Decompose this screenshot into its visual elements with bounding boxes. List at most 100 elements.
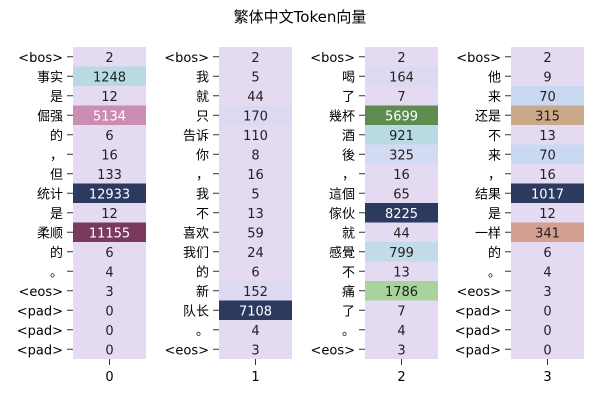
heatmap-cell — [73, 300, 146, 320]
heatmap-cell — [365, 66, 438, 86]
x-tick-label: 3 — [543, 370, 551, 385]
cell-value-label: 8 — [251, 148, 259, 163]
heatmap-cell — [365, 164, 438, 184]
cell-value-label: 4 — [105, 265, 113, 280]
cell-value-label: 7108 — [239, 304, 272, 319]
token-label: ， — [196, 168, 209, 183]
token-label: 但 — [50, 168, 63, 183]
cell-value-label: 70 — [539, 90, 556, 105]
token-label: 。 — [196, 324, 209, 339]
token-label: <bos> — [164, 51, 209, 66]
heatmap-cell — [219, 183, 292, 203]
cell-value-label: 315 — [535, 109, 560, 124]
token-label: 就 — [196, 90, 209, 105]
cell-value-label: 12 — [539, 207, 556, 222]
cell-value-label: 0 — [543, 324, 551, 339]
token-label: 我们 — [183, 246, 209, 261]
heatmap-cell — [219, 242, 292, 262]
heatmap-cell — [365, 105, 438, 125]
token-label: 幾杯 — [329, 109, 355, 124]
cell-value-label: 13 — [539, 129, 556, 144]
cell-value-label: 9 — [543, 70, 551, 85]
heatmap-cell — [511, 203, 584, 223]
token-label: 统计 — [37, 187, 63, 202]
heatmap-cell — [511, 320, 584, 340]
heatmap-cell — [219, 86, 292, 106]
cell-value-label: 16 — [393, 168, 410, 183]
heatmap-cell — [73, 222, 146, 242]
token-label: 不 — [196, 207, 209, 222]
token-label: 只 — [196, 109, 209, 124]
token-label: 一样 — [475, 226, 501, 241]
cell-value-label: 164 — [389, 70, 414, 85]
cell-value-label: 12 — [101, 207, 118, 222]
cell-value-label: 7 — [397, 304, 405, 319]
cell-value-label: 799 — [389, 246, 414, 261]
heatmap-cell — [511, 261, 584, 281]
cell-value-label: 6 — [251, 265, 259, 280]
token-label: <bos> — [456, 51, 501, 66]
token-label: 是 — [488, 207, 501, 222]
heatmap-cell — [365, 222, 438, 242]
token-label: ， — [50, 148, 63, 163]
cell-value-label: 0 — [105, 324, 113, 339]
token-label: 是 — [50, 207, 63, 222]
x-tick-label: 0 — [105, 370, 113, 385]
cell-value-label: 5134 — [93, 109, 126, 124]
cell-value-label: 921 — [389, 129, 414, 144]
token-label: 你 — [196, 148, 209, 163]
heatmap-cell — [511, 86, 584, 106]
heatmap-cell — [73, 339, 146, 359]
token-label: 新 — [196, 284, 209, 300]
token-label: 告诉 — [183, 129, 209, 144]
token-label: 是 — [50, 90, 63, 105]
token-label: 的 — [488, 245, 501, 261]
token-label: ， — [488, 168, 501, 183]
heatmap-cell — [219, 281, 292, 301]
token-label: 這個 — [329, 186, 355, 202]
token-label: 来 — [488, 148, 501, 163]
cell-value-label: 4 — [397, 324, 405, 339]
cell-value-label: 16 — [247, 168, 264, 183]
heatmap-cell — [511, 164, 584, 184]
cell-value-label: 44 — [247, 90, 264, 105]
cell-value-label: 3 — [543, 285, 551, 300]
heatmap-cell — [219, 164, 292, 184]
cell-value-label: 65 — [393, 187, 410, 202]
cell-value-label: 6 — [105, 246, 113, 261]
cell-value-label: 0 — [543, 304, 551, 319]
cell-value-label: 4 — [251, 324, 259, 339]
heatmap-cell — [365, 144, 438, 164]
heatmap-cell — [219, 125, 292, 145]
token-label: 感覺 — [329, 245, 355, 261]
heatmap-cell — [219, 222, 292, 242]
heatmap-cell — [511, 125, 584, 145]
cell-value-label: 12933 — [89, 187, 130, 202]
cell-value-label: 8225 — [385, 207, 418, 222]
heatmap-cell — [511, 183, 584, 203]
heatmap-cell — [365, 300, 438, 320]
token-label: <pad> — [455, 324, 501, 339]
token-label: 酒 — [342, 129, 355, 144]
heatmap-cell — [511, 222, 584, 242]
heatmap-cell — [511, 144, 584, 164]
cell-value-label: 11155 — [89, 226, 130, 241]
token-label: <pad> — [455, 304, 501, 319]
cell-value-label: 0 — [105, 343, 113, 358]
cell-value-label: 110 — [243, 129, 268, 144]
heatmap-cell — [219, 47, 292, 67]
heatmap-cell — [219, 300, 292, 320]
token-label: 结果 — [475, 187, 501, 202]
token-label: <pad> — [455, 343, 501, 358]
cell-value-label: 13 — [393, 265, 410, 280]
heatmap-cell — [73, 66, 146, 86]
heatmap-cell — [219, 339, 292, 359]
token-label: 不 — [488, 129, 501, 144]
token-label: 还是 — [475, 109, 501, 124]
token-label: 我 — [196, 187, 209, 202]
heatmap-cell — [73, 281, 146, 301]
token-label: 。 — [50, 265, 63, 280]
token-label: 的 — [50, 245, 63, 261]
cell-value-label: 2 — [397, 51, 405, 66]
